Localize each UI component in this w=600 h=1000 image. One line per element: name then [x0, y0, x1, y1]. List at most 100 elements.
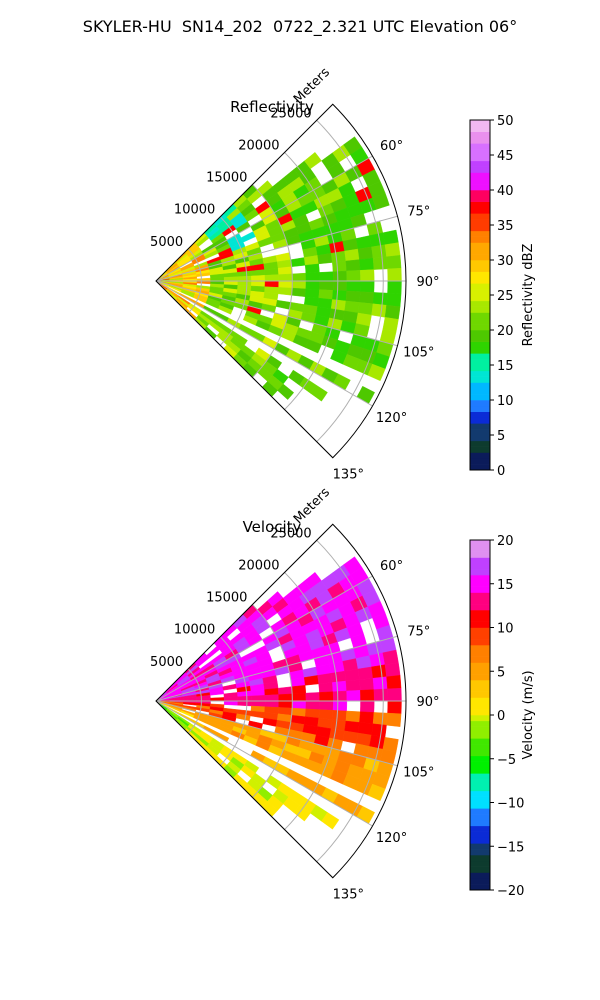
radar-gate: [387, 280, 402, 295]
colorbar-segment: [470, 580, 490, 587]
radar-gate: [332, 690, 348, 702]
colorbar-segment: [470, 872, 490, 879]
radar-gate: [223, 700, 239, 706]
colorbar-segment: [470, 160, 490, 167]
colorbar-segment: [470, 557, 490, 564]
colorbar-tick-label: 0: [497, 709, 505, 724]
radar-gate: [291, 685, 307, 695]
reflectivity-field: [155, 136, 402, 404]
colorbar-segment: [470, 318, 490, 325]
azimuth-tick-label: 60°: [380, 139, 403, 154]
radar-gate: [386, 255, 402, 270]
radar-gate: [319, 691, 334, 702]
colorbar-segment: [470, 825, 490, 832]
colorbar-segment: [470, 866, 490, 873]
colorbar-segment: [470, 767, 490, 774]
colorbar-segment: [470, 230, 490, 237]
colorbar-segment: [470, 359, 490, 366]
radar-gate: [305, 272, 320, 282]
radar-gate: [387, 267, 402, 282]
colorbar-segment: [470, 236, 490, 243]
colorbar-segment: [470, 137, 490, 144]
figure-title: SKYLER-HU SN14_202 0722_2.321 UTC Elevat…: [83, 17, 517, 37]
azimuth-tick-label: 75°: [407, 205, 430, 220]
colorbar-segment: [470, 330, 490, 337]
radar-gate: [330, 670, 347, 683]
colorbar-segment: [470, 662, 490, 669]
radar-gate: [372, 256, 388, 270]
colorbar-segment: [470, 353, 490, 360]
radar-gate: [277, 287, 293, 296]
colorbar-segment: [470, 732, 490, 739]
radar-gate: [251, 700, 266, 707]
colorbar-segment: [470, 645, 490, 652]
radar-gate: [305, 700, 320, 710]
radar-gate: [305, 280, 320, 290]
radar-gate: [330, 250, 347, 263]
azimuth-spoke: [155, 280, 373, 407]
colorbar-segment: [470, 650, 490, 657]
colorbar-tick-label: 20: [497, 324, 514, 339]
colorbar-segment: [470, 190, 490, 197]
radar-gate: [237, 700, 252, 707]
radar-gate: [360, 269, 375, 282]
azimuth-tick-label: 75°: [407, 625, 430, 640]
radar-gate: [345, 259, 361, 272]
colorbar-segment: [470, 545, 490, 552]
radar-gate: [344, 668, 360, 682]
radar-gate: [373, 688, 389, 702]
radar-gate: [369, 232, 386, 248]
sector-frame: [155, 523, 407, 879]
azimuth-tick-label: 90°: [416, 695, 439, 710]
colorbar-segment: [470, 376, 490, 383]
colorbar-segment: [470, 627, 490, 634]
colorbar-segment: [470, 172, 490, 179]
radar-gate: [240, 231, 256, 243]
velocity-field: [155, 556, 402, 830]
colorbar-segment: [470, 400, 490, 407]
radar-gate: [359, 291, 375, 305]
radar-gate: [372, 676, 388, 690]
azimuth-spoke: [155, 155, 373, 282]
radar-gate: [319, 280, 334, 291]
radar-gate: [317, 253, 333, 265]
azimuth-tick-label: 120°: [376, 831, 407, 846]
colorbar-segment: [470, 592, 490, 599]
colorbar-segment: [470, 639, 490, 646]
colorbar-segment: [470, 540, 490, 547]
radar-gate: [382, 229, 399, 245]
colorbar-tick-label: 40: [497, 184, 514, 199]
colorbar-tick-label: 10: [497, 622, 514, 637]
reflectivity-panel: Reflectivity 5000 10000 15000 20000 25000 60°…: [150, 65, 536, 482]
colorbar-segment: [470, 388, 490, 395]
radar-gate: [214, 311, 230, 323]
radar-gate: [290, 257, 306, 267]
colorbar-segment: [470, 790, 490, 797]
colorbar-segment: [470, 225, 490, 232]
range-tick-label: 10000: [174, 623, 215, 638]
colorbar-segment: [470, 820, 490, 827]
colorbar-segment: [470, 785, 490, 792]
radar-gate: [305, 692, 320, 702]
azimuth-tick-label: 135°: [333, 467, 364, 482]
radar-gate: [342, 730, 359, 744]
colorbar-segment: [470, 347, 490, 354]
colorbar-segment: [470, 773, 490, 780]
colorbar-segment: [470, 884, 490, 891]
radar-gate: [371, 664, 387, 679]
colorbar-segment: [470, 802, 490, 809]
colorbar-segment: [470, 201, 490, 208]
radar-gate: [278, 693, 293, 702]
radar-gate: [367, 363, 386, 382]
colorbar-segment: [470, 295, 490, 302]
colorbar-segment: [470, 417, 490, 424]
radar-gate: [386, 675, 402, 690]
radar-gate: [318, 709, 334, 720]
azimuth-tick-label: 120°: [376, 411, 407, 426]
colorbar-segment: [470, 779, 490, 786]
colorbar-segment: [470, 814, 490, 821]
colorbar-segment: [470, 411, 490, 418]
colorbar-segment: [470, 615, 490, 622]
range-tick-label: 15000: [206, 171, 247, 186]
